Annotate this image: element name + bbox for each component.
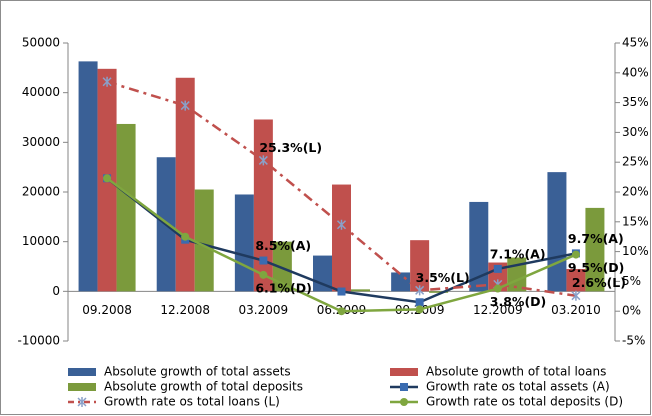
legend-label: Growth rate os total deposits (D) [426, 395, 623, 409]
line-marker [415, 305, 424, 314]
data-label: 2.6%(L) [572, 275, 626, 290]
y2-tick-label: 40% [622, 65, 649, 79]
y2-tick-label: 0% [622, 304, 641, 318]
line-marker [415, 298, 424, 307]
x-tick-label: 12.2009 [473, 303, 523, 317]
y-tick-label: 30000 [22, 135, 60, 149]
y2-tick-label: 10% [622, 244, 649, 258]
legend-marker [400, 398, 408, 406]
bar [351, 289, 370, 292]
line-marker [259, 270, 268, 279]
line-marker [181, 232, 190, 241]
line-marker [571, 290, 581, 301]
y2-tick-label: -5% [622, 334, 645, 348]
line-marker [258, 155, 268, 166]
y2-tick-label: 15% [622, 214, 649, 228]
data-label: 3.5%(L) [416, 270, 470, 285]
bar [410, 240, 430, 292]
legend-label: Growth rate os total assets (A) [426, 380, 610, 394]
data-label: 7.1%(A) [490, 246, 546, 261]
bar [429, 291, 449, 293]
data-label: 8.5%(A) [255, 238, 311, 253]
y-tick-label: 10000 [22, 234, 60, 248]
bar [194, 189, 214, 292]
line-marker [102, 76, 112, 87]
legend-label: Absolute growth of total deposits [104, 380, 303, 394]
line-marker [415, 285, 425, 296]
bar [566, 268, 586, 292]
y2-tick-label: 45% [622, 36, 649, 50]
line-marker [337, 287, 346, 296]
legend-swatch [390, 368, 418, 376]
y2-tick-label: 35% [622, 95, 649, 109]
line-marker [103, 174, 112, 183]
bar [391, 272, 411, 292]
data-label: 9.5%(D) [568, 260, 624, 275]
legend-label: Absolute growth of total assets [104, 365, 291, 379]
bar [332, 184, 351, 292]
bar [253, 119, 273, 292]
x-tick-label: 03.2009 [239, 303, 289, 317]
line-marker [493, 284, 502, 293]
bar [469, 201, 489, 292]
legend-label: Growth rate os total loans (L) [104, 395, 280, 409]
line-marker [400, 383, 408, 391]
y-tick-label: 40000 [22, 85, 60, 99]
x-tick-label: 12.2008 [160, 303, 210, 317]
bar [116, 123, 136, 292]
y-tick-label: 20000 [22, 185, 60, 199]
line-marker [259, 256, 268, 265]
data-label: 3.8%(D) [490, 294, 546, 309]
line-marker [571, 250, 580, 259]
x-tick-label: 03.2010 [551, 303, 601, 317]
y-tick-label: 0 [52, 284, 60, 298]
legend-marker [77, 397, 87, 407]
bar [272, 241, 292, 292]
line-marker [493, 264, 502, 273]
y-tick-label: 50000 [22, 36, 60, 50]
line-marker [337, 307, 346, 316]
y2-tick-label: 20% [622, 185, 649, 199]
legend-swatch [68, 368, 96, 376]
y2-tick-label: 25% [622, 155, 649, 169]
line-marker [180, 100, 190, 111]
y2-tick-label: 30% [622, 125, 649, 139]
legend-swatch [68, 383, 96, 391]
legend-marker [400, 383, 408, 391]
data-label: 25.3%(L) [259, 140, 322, 155]
bar [585, 207, 605, 292]
line-marker [336, 219, 347, 230]
legend-label: Absolute growth of total loans [426, 365, 606, 379]
bar [78, 61, 98, 292]
bar [547, 172, 567, 292]
line-marker [77, 397, 87, 407]
x-tick-label: 09.2008 [82, 303, 132, 317]
y2-tick-label: 5% [622, 274, 641, 288]
line-marker [400, 398, 408, 406]
data-label: 6.1%(D) [255, 280, 311, 295]
data-label: 9.7%(A) [568, 231, 624, 246]
bar [234, 194, 254, 292]
y-tick-label: -10000 [17, 334, 60, 348]
